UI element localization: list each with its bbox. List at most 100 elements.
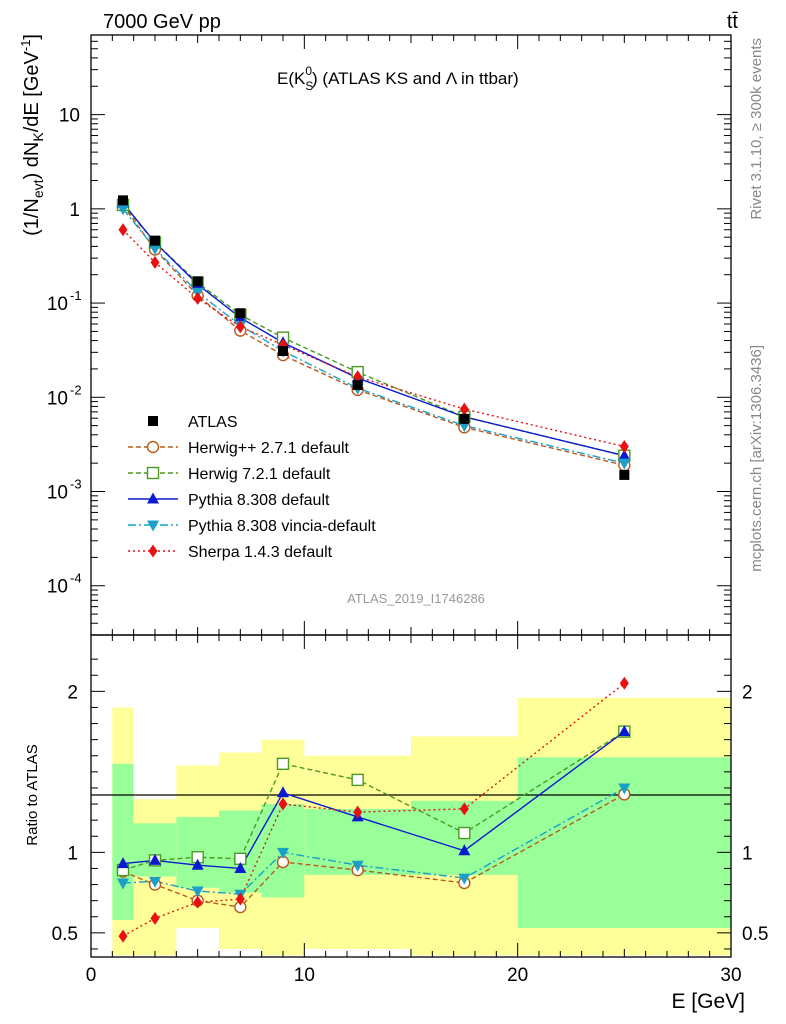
band-inner — [133, 823, 177, 877]
ratio-point — [277, 786, 289, 798]
legend-label: Sherpa 1.4.3 default — [188, 544, 333, 561]
band-inner — [112, 763, 134, 920]
ratio-point — [234, 861, 247, 873]
series-point — [117, 204, 129, 216]
series-point — [118, 223, 128, 237]
ratio-point — [278, 797, 288, 811]
ratio-point — [619, 676, 629, 690]
legend-marker — [147, 520, 159, 532]
y-tick-exponent: -4 — [70, 571, 82, 586]
chart-title: E(KS0) (ATLAS KS and Λ in ttbar) — [277, 64, 519, 93]
series-point — [458, 421, 471, 433]
y-tick-label: 10 — [47, 388, 68, 409]
ratio-point — [117, 857, 129, 869]
data-point — [150, 235, 160, 246]
ratio-point — [618, 783, 631, 795]
y-tick-label: 10 — [47, 483, 68, 504]
axis-ticks — [90, 34, 732, 957]
series-point — [459, 402, 469, 416]
y-axis-label: (1/Nevt) dNK/dE [GeV-1] — [18, 34, 46, 236]
series-point — [150, 255, 160, 269]
ratio-tick-label: 1 — [67, 843, 78, 864]
data-point — [459, 413, 470, 424]
ratio-bands — [112, 697, 731, 956]
ratio-point — [351, 860, 364, 872]
ratio-point — [150, 911, 160, 925]
x-axis-label: E [GeV] — [671, 990, 745, 1013]
ratio-point — [277, 847, 289, 859]
ratio-series — [116, 676, 631, 943]
legend-marker — [148, 416, 158, 426]
ratio-point — [458, 826, 471, 840]
x-tick-label: 30 — [720, 965, 741, 986]
ratio-point — [353, 805, 363, 819]
ratio-point — [118, 929, 128, 943]
ratio-point — [618, 725, 631, 737]
analysis-id: ATLAS_2019_I1746286 — [347, 591, 485, 606]
process-label: tt̄ — [727, 11, 739, 33]
x-tick-label: 10 — [294, 965, 315, 986]
main-panel-frame — [90, 34, 732, 636]
legend-label: Herwig++ 2.7.1 default — [188, 440, 350, 457]
legend-label: ATLAS — [188, 414, 238, 431]
ratio-line — [122, 731, 625, 870]
data-point — [235, 308, 246, 319]
ratio-point — [276, 757, 290, 770]
main-series — [116, 195, 631, 480]
series-point — [618, 449, 631, 461]
y-tick-label: 10 — [59, 106, 80, 127]
side-label-bottom: mcplots.cern.ch [arXiv:1306.3436] — [748, 345, 765, 572]
series-line — [122, 204, 625, 466]
ratio-y-axis-label: Ratio to ATLAS — [24, 744, 41, 845]
ratio-line — [122, 793, 625, 908]
series-line — [122, 202, 625, 457]
data-point — [352, 380, 363, 391]
band-inner — [517, 757, 731, 929]
legend-label: Pythia 8.308 default — [188, 492, 330, 509]
ratio-tick-label: 2 — [67, 682, 78, 703]
data-point — [278, 345, 288, 356]
y-tick-exponent: -3 — [70, 477, 82, 492]
y-tick-label: 10 — [47, 294, 68, 315]
side-label-top: Rivet 3.1.10, ≥ 300k events — [748, 38, 765, 220]
ratio-tick-label: 0.5 — [52, 924, 78, 945]
series-point — [619, 440, 629, 454]
data-point — [619, 469, 630, 480]
data-point — [118, 195, 128, 206]
legend: ATLAS Herwig++ 2.7.1 default Herwig 7.2.1 … — [128, 414, 376, 561]
y-tick-exponent: -1 — [70, 288, 82, 303]
legend-marker — [147, 492, 159, 504]
y-tick-label: 10 — [47, 577, 68, 598]
ratio-line — [122, 731, 625, 871]
legend-label: Pythia 8.308 vincia-default — [188, 518, 376, 535]
x-tick-label: 20 — [507, 965, 528, 986]
legend-marker — [146, 440, 160, 454]
ratio-point — [351, 773, 364, 787]
ratio-tick-label: 0.5 — [742, 924, 768, 945]
energy-label: 7000 GeV pp — [103, 11, 221, 33]
legend-marker — [148, 544, 158, 558]
legend-label: Herwig 7.2.1 default — [188, 466, 331, 483]
ratio-point — [149, 853, 161, 865]
ratio-point — [235, 892, 245, 906]
y-tick-label: 1 — [69, 200, 80, 221]
series-point — [618, 458, 631, 470]
ratio-point — [149, 876, 161, 888]
ratio-point — [459, 802, 469, 816]
series-point — [235, 320, 245, 334]
y-tick-exponent: -2 — [70, 382, 82, 397]
ratio-point — [191, 858, 204, 870]
ratio-point — [458, 873, 471, 885]
ratio-point — [458, 844, 471, 856]
ratio-tick-label: 1 — [742, 843, 753, 864]
series-point — [193, 291, 203, 305]
ratio-tick-label: 2 — [742, 682, 753, 703]
ratio-point — [191, 886, 204, 898]
x-tick-label: 0 — [86, 965, 97, 986]
legend-marker — [146, 466, 160, 480]
ratio-point — [193, 895, 203, 909]
ratio-line — [122, 787, 625, 895]
ratio-point — [117, 878, 129, 890]
